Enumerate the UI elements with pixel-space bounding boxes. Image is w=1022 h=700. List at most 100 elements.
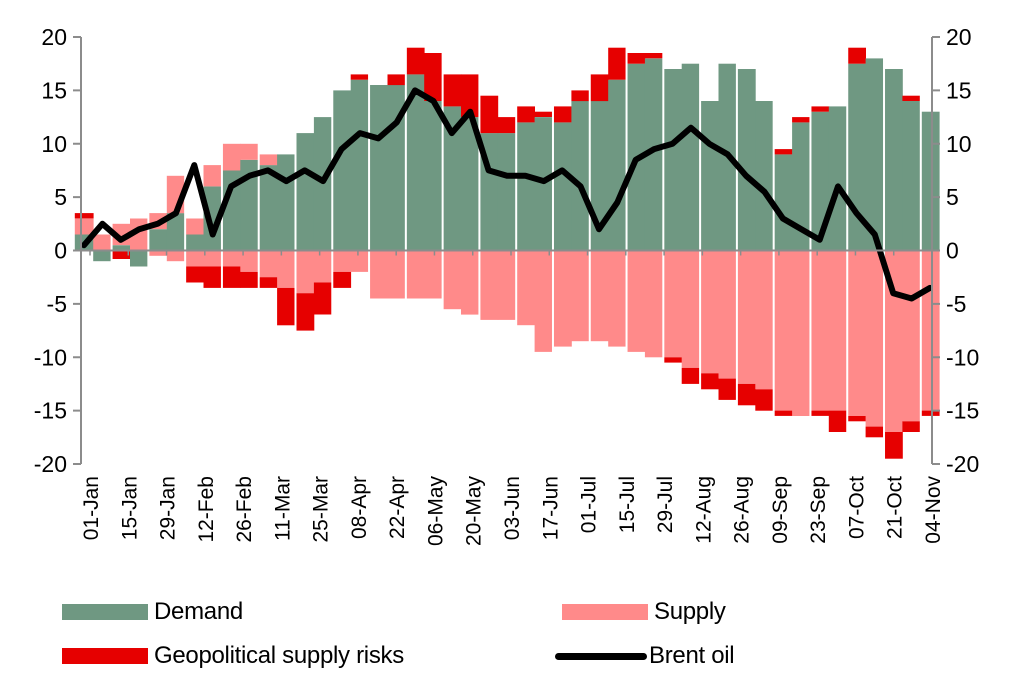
axes-group: 20 20 15 15 10 10 5 5 0 0 -5 -5 -10 -10 -15 -15 -20 -20 01… bbox=[34, 24, 980, 546]
bar-geopolitical bbox=[773, 149, 793, 155]
bar-supply-negative bbox=[313, 250, 333, 283]
bar-supply-negative bbox=[332, 250, 352, 272]
bar-supply-negative bbox=[589, 250, 609, 342]
bar-demand bbox=[773, 154, 793, 251]
bar-supply-negative bbox=[387, 250, 407, 299]
y-tick-label-right: 15 bbox=[946, 77, 972, 103]
bar-supply-negative bbox=[718, 250, 738, 379]
bar-geopolitical-negative bbox=[810, 410, 830, 416]
bar-supply-negative bbox=[608, 250, 627, 347]
bar-supply-negative bbox=[663, 250, 683, 358]
bar-geopolitical bbox=[534, 111, 554, 117]
bar-demand bbox=[865, 58, 885, 251]
bar-supply-negative bbox=[902, 250, 922, 422]
bar-demand bbox=[497, 133, 517, 251]
bar-supply-negative bbox=[810, 250, 830, 411]
bar-demand bbox=[608, 79, 627, 251]
bar-supply-negative bbox=[350, 250, 370, 272]
bar-geopolitical bbox=[810, 106, 830, 112]
bars-group bbox=[74, 37, 940, 464]
bar-demand bbox=[369, 85, 388, 251]
bar-supply-negative bbox=[461, 250, 480, 315]
bar-supply-negative bbox=[277, 250, 296, 288]
bar-geopolitical bbox=[608, 47, 627, 80]
y-tick-label-left: -20 bbox=[34, 451, 67, 477]
bar-geopolitical-negative bbox=[258, 277, 278, 288]
bar-supply bbox=[93, 234, 112, 251]
bar-demand bbox=[828, 106, 848, 251]
bar-supply-negative bbox=[644, 250, 664, 358]
bar-geopolitical bbox=[644, 53, 664, 59]
bar-geopolitical-negative bbox=[736, 383, 756, 406]
x-tick-label: 06-May bbox=[425, 476, 448, 547]
x-tick-label: 04-Nov bbox=[922, 476, 945, 544]
bar-supply bbox=[258, 154, 278, 166]
y-tick-label-right: -20 bbox=[946, 451, 979, 477]
bar-geopolitical bbox=[497, 117, 517, 134]
y-tick-label-left: 0 bbox=[54, 238, 67, 264]
bar-demand bbox=[277, 154, 296, 251]
x-tick-label: 26-Feb bbox=[233, 476, 256, 543]
bar-supply-negative bbox=[405, 250, 425, 299]
bar-supply-negative bbox=[497, 250, 517, 320]
bar-geopolitical bbox=[442, 74, 462, 107]
bar-geopolitical bbox=[516, 106, 535, 123]
bar-geopolitical-negative bbox=[277, 287, 296, 326]
bar-supply bbox=[74, 218, 94, 235]
bar-supply-negative bbox=[847, 250, 866, 416]
bar-geopolitical-negative bbox=[902, 421, 922, 432]
bar-geopolitical bbox=[479, 95, 499, 134]
bar-demand bbox=[203, 186, 223, 251]
bar-geopolitical-negative bbox=[203, 266, 223, 288]
x-tick-label: 01-Jul bbox=[578, 476, 601, 533]
bar-demand bbox=[792, 122, 811, 251]
bar-demand bbox=[461, 117, 480, 251]
bar-geopolitical bbox=[847, 47, 866, 64]
bar-demand bbox=[663, 69, 683, 251]
bar-supply-negative bbox=[479, 250, 499, 320]
x-tick-label: 07-Oct bbox=[846, 476, 869, 539]
y-tick-label-left: -10 bbox=[34, 344, 67, 370]
x-tick-label: 15-Jul bbox=[616, 476, 639, 533]
bar-demand bbox=[810, 111, 830, 251]
x-tick-label: 12-Feb bbox=[195, 476, 218, 543]
bar-geopolitical-negative bbox=[332, 271, 352, 288]
bar-supply bbox=[221, 143, 241, 171]
x-tick-label: 25-Mar bbox=[310, 476, 333, 543]
bar-demand bbox=[424, 101, 443, 251]
bar-demand bbox=[884, 69, 903, 251]
bar-geopolitical bbox=[571, 90, 591, 102]
bar-geopolitical-negative bbox=[111, 250, 131, 259]
bar-geopolitical bbox=[74, 213, 94, 219]
bar-geopolitical-negative bbox=[828, 410, 848, 432]
y-tick-label-right: -5 bbox=[946, 291, 966, 317]
bar-demand bbox=[902, 101, 922, 251]
x-tick-label: 26-Aug bbox=[731, 476, 754, 544]
bar-supply-negative bbox=[442, 250, 462, 310]
bar-geopolitical-negative bbox=[700, 373, 719, 390]
bar-supply-negative bbox=[534, 250, 554, 352]
y-tick-label-right: 10 bbox=[946, 131, 972, 157]
x-tick-label: 29-Jul bbox=[654, 476, 677, 533]
bar-geopolitical bbox=[387, 74, 407, 86]
bar-supply-negative bbox=[258, 250, 278, 278]
y-tick-label-right: 20 bbox=[946, 24, 972, 50]
bar-geopolitical-negative bbox=[718, 378, 738, 400]
bar-geopolitical bbox=[405, 47, 425, 75]
bar-supply-negative bbox=[553, 250, 572, 347]
x-tick-label: 23-Sep bbox=[807, 476, 830, 544]
x-tick-label: 12-Aug bbox=[692, 476, 715, 544]
y-tick-label-right: 0 bbox=[946, 238, 959, 264]
brent-line-group bbox=[81, 87, 933, 302]
bar-supply bbox=[185, 218, 204, 235]
bar-demand bbox=[295, 133, 315, 251]
bar-demand bbox=[700, 101, 719, 251]
x-tick-label: 22-Apr bbox=[386, 476, 409, 539]
bar-supply-negative bbox=[185, 250, 204, 267]
x-tick-label: 17-Jun bbox=[539, 476, 562, 540]
bar-geopolitical-negative bbox=[755, 389, 775, 411]
bar-geopolitical-negative bbox=[313, 282, 333, 315]
bar-demand bbox=[920, 111, 940, 251]
bar-geopolitical-negative bbox=[221, 266, 241, 288]
bar-geopolitical bbox=[589, 74, 609, 102]
